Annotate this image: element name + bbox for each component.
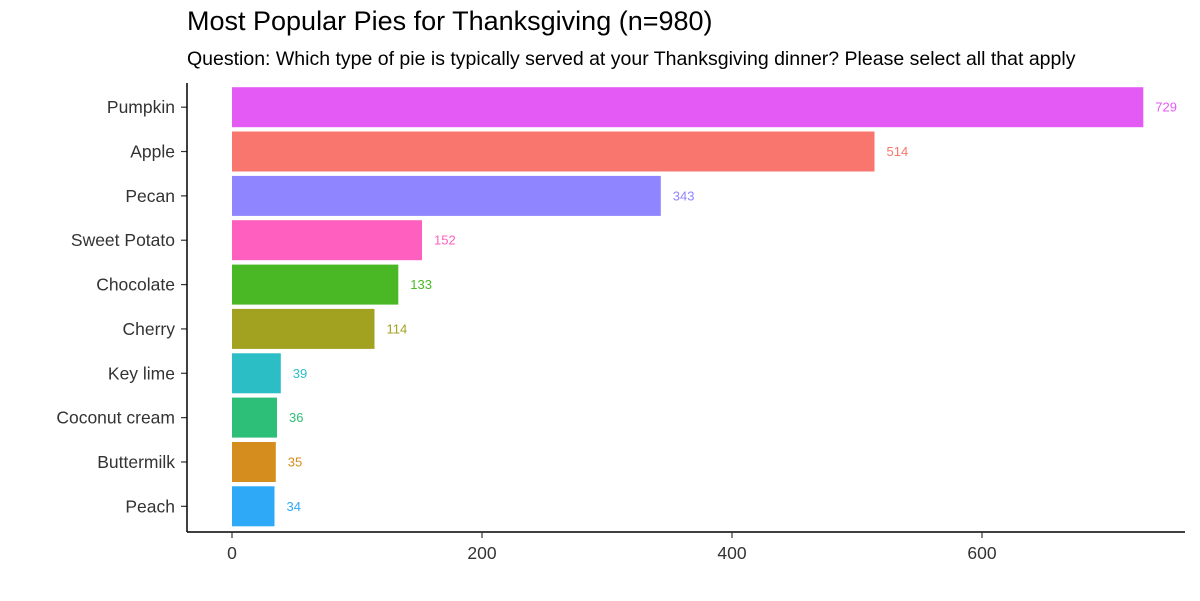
value-label-pumpkin: 729: [1155, 100, 1177, 115]
category-label-coconut-cream: Coconut cream: [56, 408, 175, 428]
bar-apple: [232, 131, 875, 172]
bar-peach: [232, 486, 275, 527]
bar-sweet-potato: [232, 220, 422, 261]
x-tick-label-600: 600: [967, 543, 996, 563]
category-label-buttermilk: Buttermilk: [97, 452, 175, 472]
bar-key-lime: [232, 353, 281, 394]
chart-subtitle: Question: Which type of pie is typically…: [187, 48, 1076, 70]
value-label-coconut-cream: 36: [289, 410, 303, 425]
value-label-key-lime: 39: [293, 366, 307, 381]
bar-coconut-cream: [232, 397, 277, 438]
bar-chocolate: [232, 264, 399, 305]
value-label-buttermilk: 35: [288, 455, 302, 470]
value-label-peach: 34: [287, 499, 301, 514]
category-label-chocolate: Chocolate: [96, 275, 175, 295]
category-label-cherry: Cherry: [122, 319, 175, 339]
value-label-cherry: 114: [387, 321, 408, 336]
category-label-pecan: Pecan: [125, 186, 175, 206]
category-label-peach: Peach: [125, 496, 175, 516]
category-label-apple: Apple: [130, 142, 175, 162]
chart-title: Most Popular Pies for Thanksgiving (n=98…: [187, 6, 713, 36]
bar-buttermilk: [232, 442, 276, 482]
value-label-apple: 514: [887, 144, 909, 159]
bar-pecan: [232, 175, 661, 216]
category-label-sweet-potato: Sweet Potato: [71, 230, 175, 250]
value-label-pecan: 343: [673, 188, 695, 203]
x-tick-label-0: 0: [227, 543, 237, 563]
value-label-chocolate: 133: [410, 277, 432, 292]
x-tick-label-200: 200: [467, 543, 496, 563]
category-label-pumpkin: Pumpkin: [107, 97, 175, 117]
value-label-sweet-potato: 152: [434, 233, 456, 248]
category-label-key-lime: Key lime: [108, 363, 175, 383]
x-tick-label-400: 400: [717, 543, 746, 563]
bar-pumpkin: [232, 87, 1144, 128]
bar-cherry: [232, 308, 375, 349]
